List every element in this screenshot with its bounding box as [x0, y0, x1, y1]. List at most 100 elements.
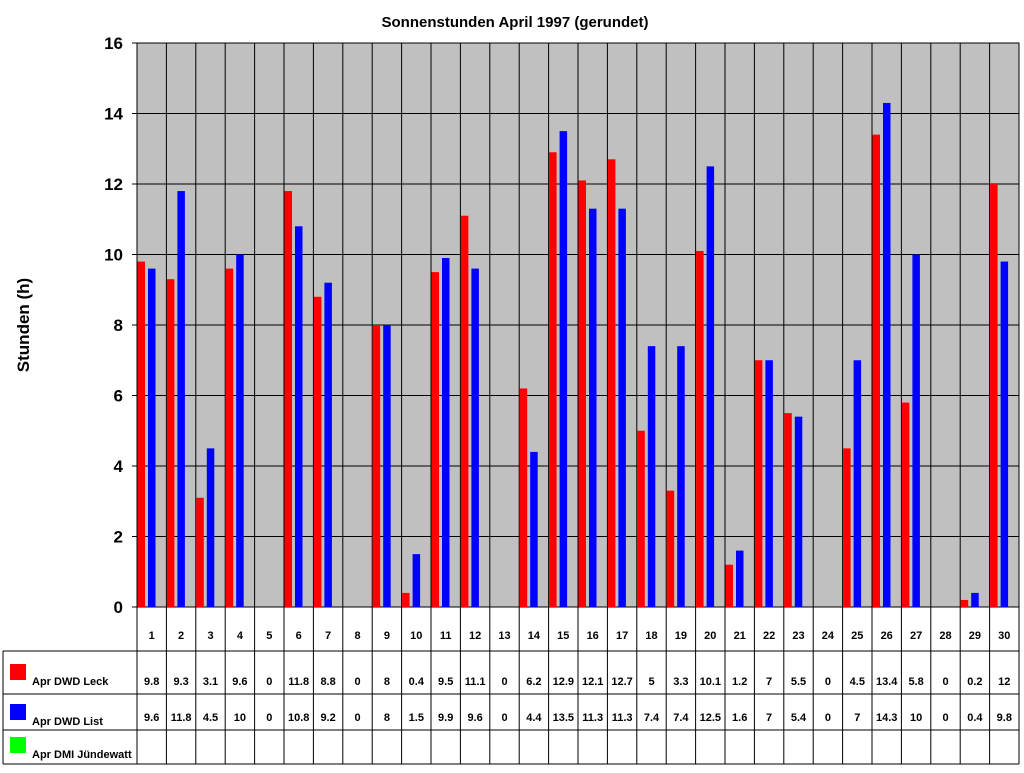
bar: [912, 254, 920, 607]
data-label: 9.9: [438, 712, 453, 724]
data-label: 11.3: [582, 712, 603, 724]
y-tick-label: 0: [114, 598, 123, 617]
data-label: 0: [354, 712, 360, 724]
bar: [853, 360, 862, 607]
data-label: 10: [910, 712, 922, 724]
data-label: 0.4: [967, 712, 983, 724]
bar: [794, 416, 803, 607]
data-label: 5.4: [791, 712, 807, 724]
bar: [166, 279, 175, 607]
data-label: 0: [266, 712, 272, 724]
data-label: 8.8: [320, 676, 335, 688]
data-label: 0.2: [967, 676, 982, 688]
bar: [137, 261, 145, 607]
x-tick-label: 3: [207, 630, 213, 642]
bar: [843, 448, 851, 607]
bar: [736, 550, 744, 607]
bar: [754, 360, 763, 607]
data-label: 5: [648, 676, 654, 688]
data-label: 9.2: [320, 712, 335, 724]
data-label: 0: [354, 676, 360, 688]
data-label: 9.6: [144, 712, 159, 724]
x-tick-label: 29: [969, 630, 981, 642]
data-label: 0.4: [409, 676, 425, 688]
y-tick-label: 12: [104, 175, 123, 194]
x-tick-label: 14: [528, 630, 541, 642]
x-tick-label: 24: [822, 630, 835, 642]
x-tick-label: 9: [384, 630, 390, 642]
x-tick-label: 5: [266, 630, 272, 642]
legend-swatch: [10, 704, 26, 720]
bar: [148, 268, 156, 607]
bar: [313, 296, 322, 607]
data-label: 7: [766, 712, 772, 724]
data-label: 0: [825, 712, 831, 724]
bar: [431, 272, 439, 607]
data-label: 10.1: [700, 676, 721, 688]
y-tick-label: 8: [114, 316, 123, 335]
data-label: 9.5: [438, 676, 453, 688]
data-label: 11.1: [465, 676, 486, 688]
data-label: 1.6: [732, 712, 747, 724]
legend-label: Apr DWD Leck: [32, 676, 109, 688]
data-label: 12.7: [611, 676, 632, 688]
x-tick-label: 12: [469, 630, 481, 642]
data-label: 1.5: [409, 712, 424, 724]
bar: [725, 564, 733, 607]
x-tick-label: 13: [498, 630, 510, 642]
bar: [784, 413, 792, 607]
data-label: 13.4: [876, 676, 898, 688]
data-label: 11.3: [612, 712, 633, 724]
x-tick-label: 7: [325, 630, 331, 642]
x-tick-label: 4: [237, 630, 244, 642]
bar: [206, 448, 215, 607]
bar: [324, 282, 332, 607]
data-label: 12: [998, 676, 1010, 688]
bar: [471, 268, 479, 607]
data-label: 13.5: [553, 712, 574, 724]
x-tick-label: 15: [557, 630, 569, 642]
bar: [666, 490, 675, 607]
legend-label: Apr DWD List: [32, 716, 103, 728]
x-tick-label: 2: [178, 630, 184, 642]
x-tick-label: 28: [939, 630, 951, 642]
data-label: 9.3: [173, 676, 188, 688]
bar: [177, 191, 185, 608]
data-label: 6.2: [526, 676, 541, 688]
data-label: 4.5: [850, 676, 865, 688]
x-tick-label: 16: [587, 630, 599, 642]
data-label: 11.8: [288, 676, 309, 688]
bar: [196, 497, 204, 607]
bar: [284, 191, 292, 608]
bar: [295, 226, 303, 608]
bar: [883, 102, 891, 608]
bar: [402, 592, 410, 607]
y-axis-label: Stunden (h): [14, 278, 33, 372]
x-tick-label: 27: [910, 630, 922, 642]
data-label: 12.1: [582, 676, 603, 688]
bar: [442, 258, 450, 607]
data-label: 8: [384, 676, 390, 688]
bar: [647, 346, 656, 607]
bar: [637, 430, 645, 607]
data-label: 4.4: [526, 712, 542, 724]
bar: [460, 215, 469, 607]
data-label: 7: [766, 676, 772, 688]
bar: [607, 159, 616, 607]
data-label: 5.5: [791, 676, 806, 688]
legend-swatch: [10, 737, 26, 753]
bar: [372, 325, 381, 607]
data-label: 0: [942, 676, 948, 688]
bar: [383, 325, 391, 607]
data-label: 12.9: [553, 676, 574, 688]
y-tick-label: 4: [114, 457, 124, 476]
data-label: 10.8: [288, 712, 309, 724]
data-label: 10: [234, 712, 246, 724]
x-tick-label: 25: [851, 630, 863, 642]
data-label: 1.2: [732, 676, 747, 688]
data-label: 3.3: [673, 676, 688, 688]
x-tick-label: 18: [645, 630, 657, 642]
x-tick-label: 22: [763, 630, 775, 642]
